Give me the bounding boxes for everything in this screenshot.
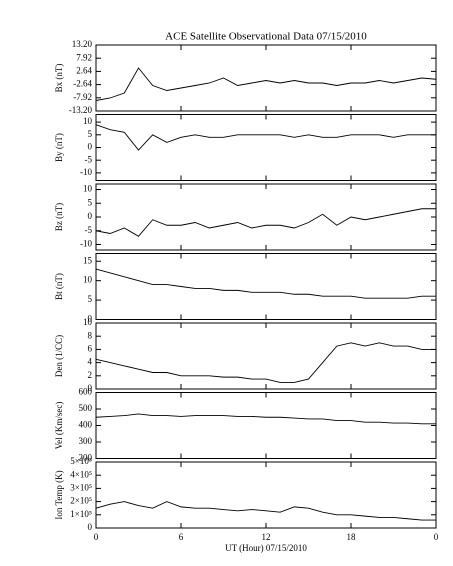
y-tick-label: 400	[79, 420, 93, 430]
y-tick-label: 0	[88, 522, 93, 532]
y-tick-label: 13.20	[72, 39, 93, 49]
x-tick-label: 18	[347, 532, 357, 542]
y-tick-label: 0	[88, 142, 93, 152]
y-tick-label: -5	[85, 154, 93, 164]
y-tick-label: 4×10⁵	[70, 469, 92, 479]
y-axis-label: Vel (Km/sec)	[54, 402, 64, 450]
x-tick-label: 12	[262, 532, 271, 542]
y-tick-label: 5	[88, 129, 93, 139]
x-tick-label: 0	[434, 532, 439, 542]
y-axis-label: Bz (nT)	[54, 203, 64, 231]
y-tick-label: 500	[79, 403, 93, 413]
panel-frame	[95, 461, 437, 529]
data-line	[95, 342, 436, 383]
data-line	[95, 208, 436, 237]
y-axis-label: Bt (nT)	[54, 273, 64, 300]
y-tick-label: 10	[83, 184, 93, 194]
panel-frame	[95, 114, 437, 181]
chart-title: ACE Satellite Observational Data 07/15/2…	[165, 31, 367, 43]
y-tick-label: -10	[80, 239, 92, 249]
x-tick-label: 0	[94, 532, 99, 542]
y-axis-label: By (nT)	[54, 133, 64, 162]
y-tick-label: 0	[88, 383, 93, 393]
y-tick-label: 5×10⁵	[70, 456, 92, 466]
data-line	[95, 413, 436, 425]
y-axis-label: Bx (nT)	[54, 64, 64, 93]
y-axis-label: Ion Temp (K)	[54, 470, 64, 519]
y-tick-label: 300	[79, 436, 93, 446]
data-line	[95, 268, 436, 299]
y-tick-label: -5	[85, 225, 93, 235]
data-line	[95, 67, 437, 101]
data-line	[95, 124, 436, 151]
panel-frame	[95, 253, 437, 320]
y-tick-label: 2.64	[76, 65, 92, 75]
y-axis-label: Den (1/CC)	[54, 335, 64, 377]
panel-frame	[95, 392, 437, 459]
x-tick-label: 6	[179, 532, 184, 542]
y-tick-label: 200	[79, 453, 93, 463]
y-tick-label: -7.92	[73, 92, 92, 102]
y-tick-label: -2.64	[73, 79, 92, 89]
y-tick-label: 5	[88, 197, 93, 207]
y-tick-label: 1×10⁵	[70, 509, 92, 519]
y-tick-label: 600	[79, 387, 93, 397]
y-tick-label: 15	[83, 255, 93, 265]
panel-frame	[95, 183, 437, 251]
y-tick-label: 2	[88, 370, 93, 380]
y-tick-label: 10	[83, 317, 93, 327]
data-line	[95, 501, 436, 521]
y-tick-label: 10	[83, 275, 93, 285]
y-tick-label: 0	[88, 211, 93, 221]
y-tick-label: 3×10⁵	[70, 482, 92, 492]
y-tick-label: 8	[88, 330, 93, 340]
y-tick-label: 4	[88, 357, 93, 367]
y-tick-label: 7.92	[76, 52, 92, 62]
y-tick-label: 6	[88, 343, 93, 353]
y-tick-label: 10	[83, 116, 93, 126]
y-tick-label: 5	[88, 294, 93, 304]
y-tick-label: -13.20	[69, 105, 93, 115]
y-tick-label: 0	[88, 314, 93, 324]
y-tick-label: -10	[80, 167, 92, 177]
y-tick-label: 2×10⁵	[70, 496, 92, 506]
x-axis-label: UT (Hour) 07/15/2010	[225, 543, 307, 553]
